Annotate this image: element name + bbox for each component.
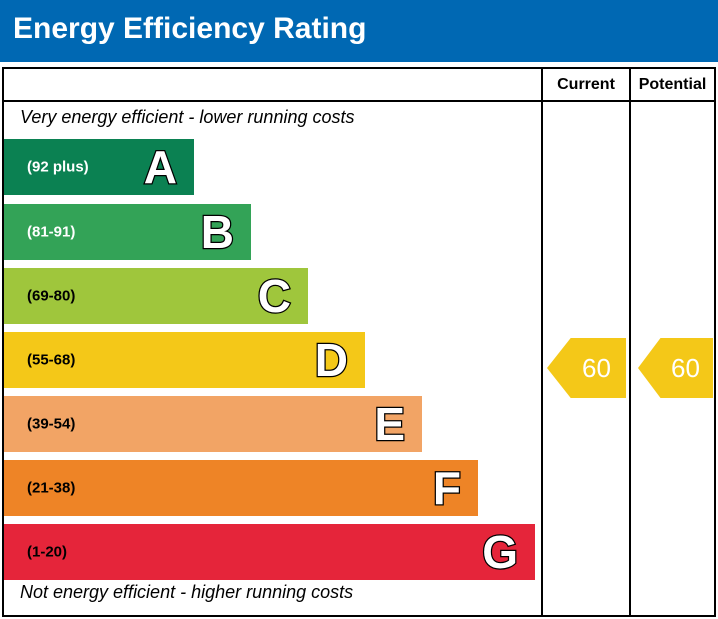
current-rating-value: 60	[582, 352, 611, 383]
band-range-label: (55-68)	[27, 351, 76, 369]
header-row-divider	[4, 100, 714, 102]
potential-column-divider	[629, 69, 631, 615]
bottom-note: Not energy efficient - higher running co…	[20, 582, 354, 602]
potential-rating-value: 60	[671, 352, 700, 383]
band-row-G: (1-20) G	[4, 524, 535, 580]
band-range-label: (81-91)	[27, 223, 76, 241]
band-row-C: (69-80) C	[4, 268, 308, 324]
band-range-label: (69-80)	[27, 287, 76, 305]
band-row-E: (39-54) E	[4, 396, 422, 452]
band-range-label: (39-54)	[27, 415, 76, 433]
band-letter: E	[373, 398, 406, 450]
band-row-B: (81-91) B	[4, 204, 251, 260]
top-note: Very energy efficient - lower running co…	[20, 107, 355, 127]
band-letter: F	[432, 462, 463, 514]
current-column-divider	[541, 69, 543, 615]
band-letter: D	[314, 334, 350, 386]
band-row-D: (55-68) D	[4, 332, 365, 388]
band-row-A: (92 plus) A	[4, 139, 194, 195]
band-range-label: (21-38)	[27, 479, 76, 497]
potential-column-header: Potential	[638, 76, 707, 93]
band-letter: B	[200, 206, 236, 258]
band-range-label: (92 plus)	[27, 158, 89, 176]
title-bar: Energy Efficiency Rating	[0, 0, 718, 62]
page-title: Energy Efficiency Rating	[13, 12, 367, 45]
band-letter: A	[143, 141, 179, 193]
band-letter: C	[257, 270, 293, 322]
current-column-header: Current	[557, 76, 615, 93]
band-range-label: (1-20)	[27, 543, 68, 561]
band-letter: G	[481, 526, 519, 578]
band-row-F: (21-38) F	[4, 460, 478, 516]
